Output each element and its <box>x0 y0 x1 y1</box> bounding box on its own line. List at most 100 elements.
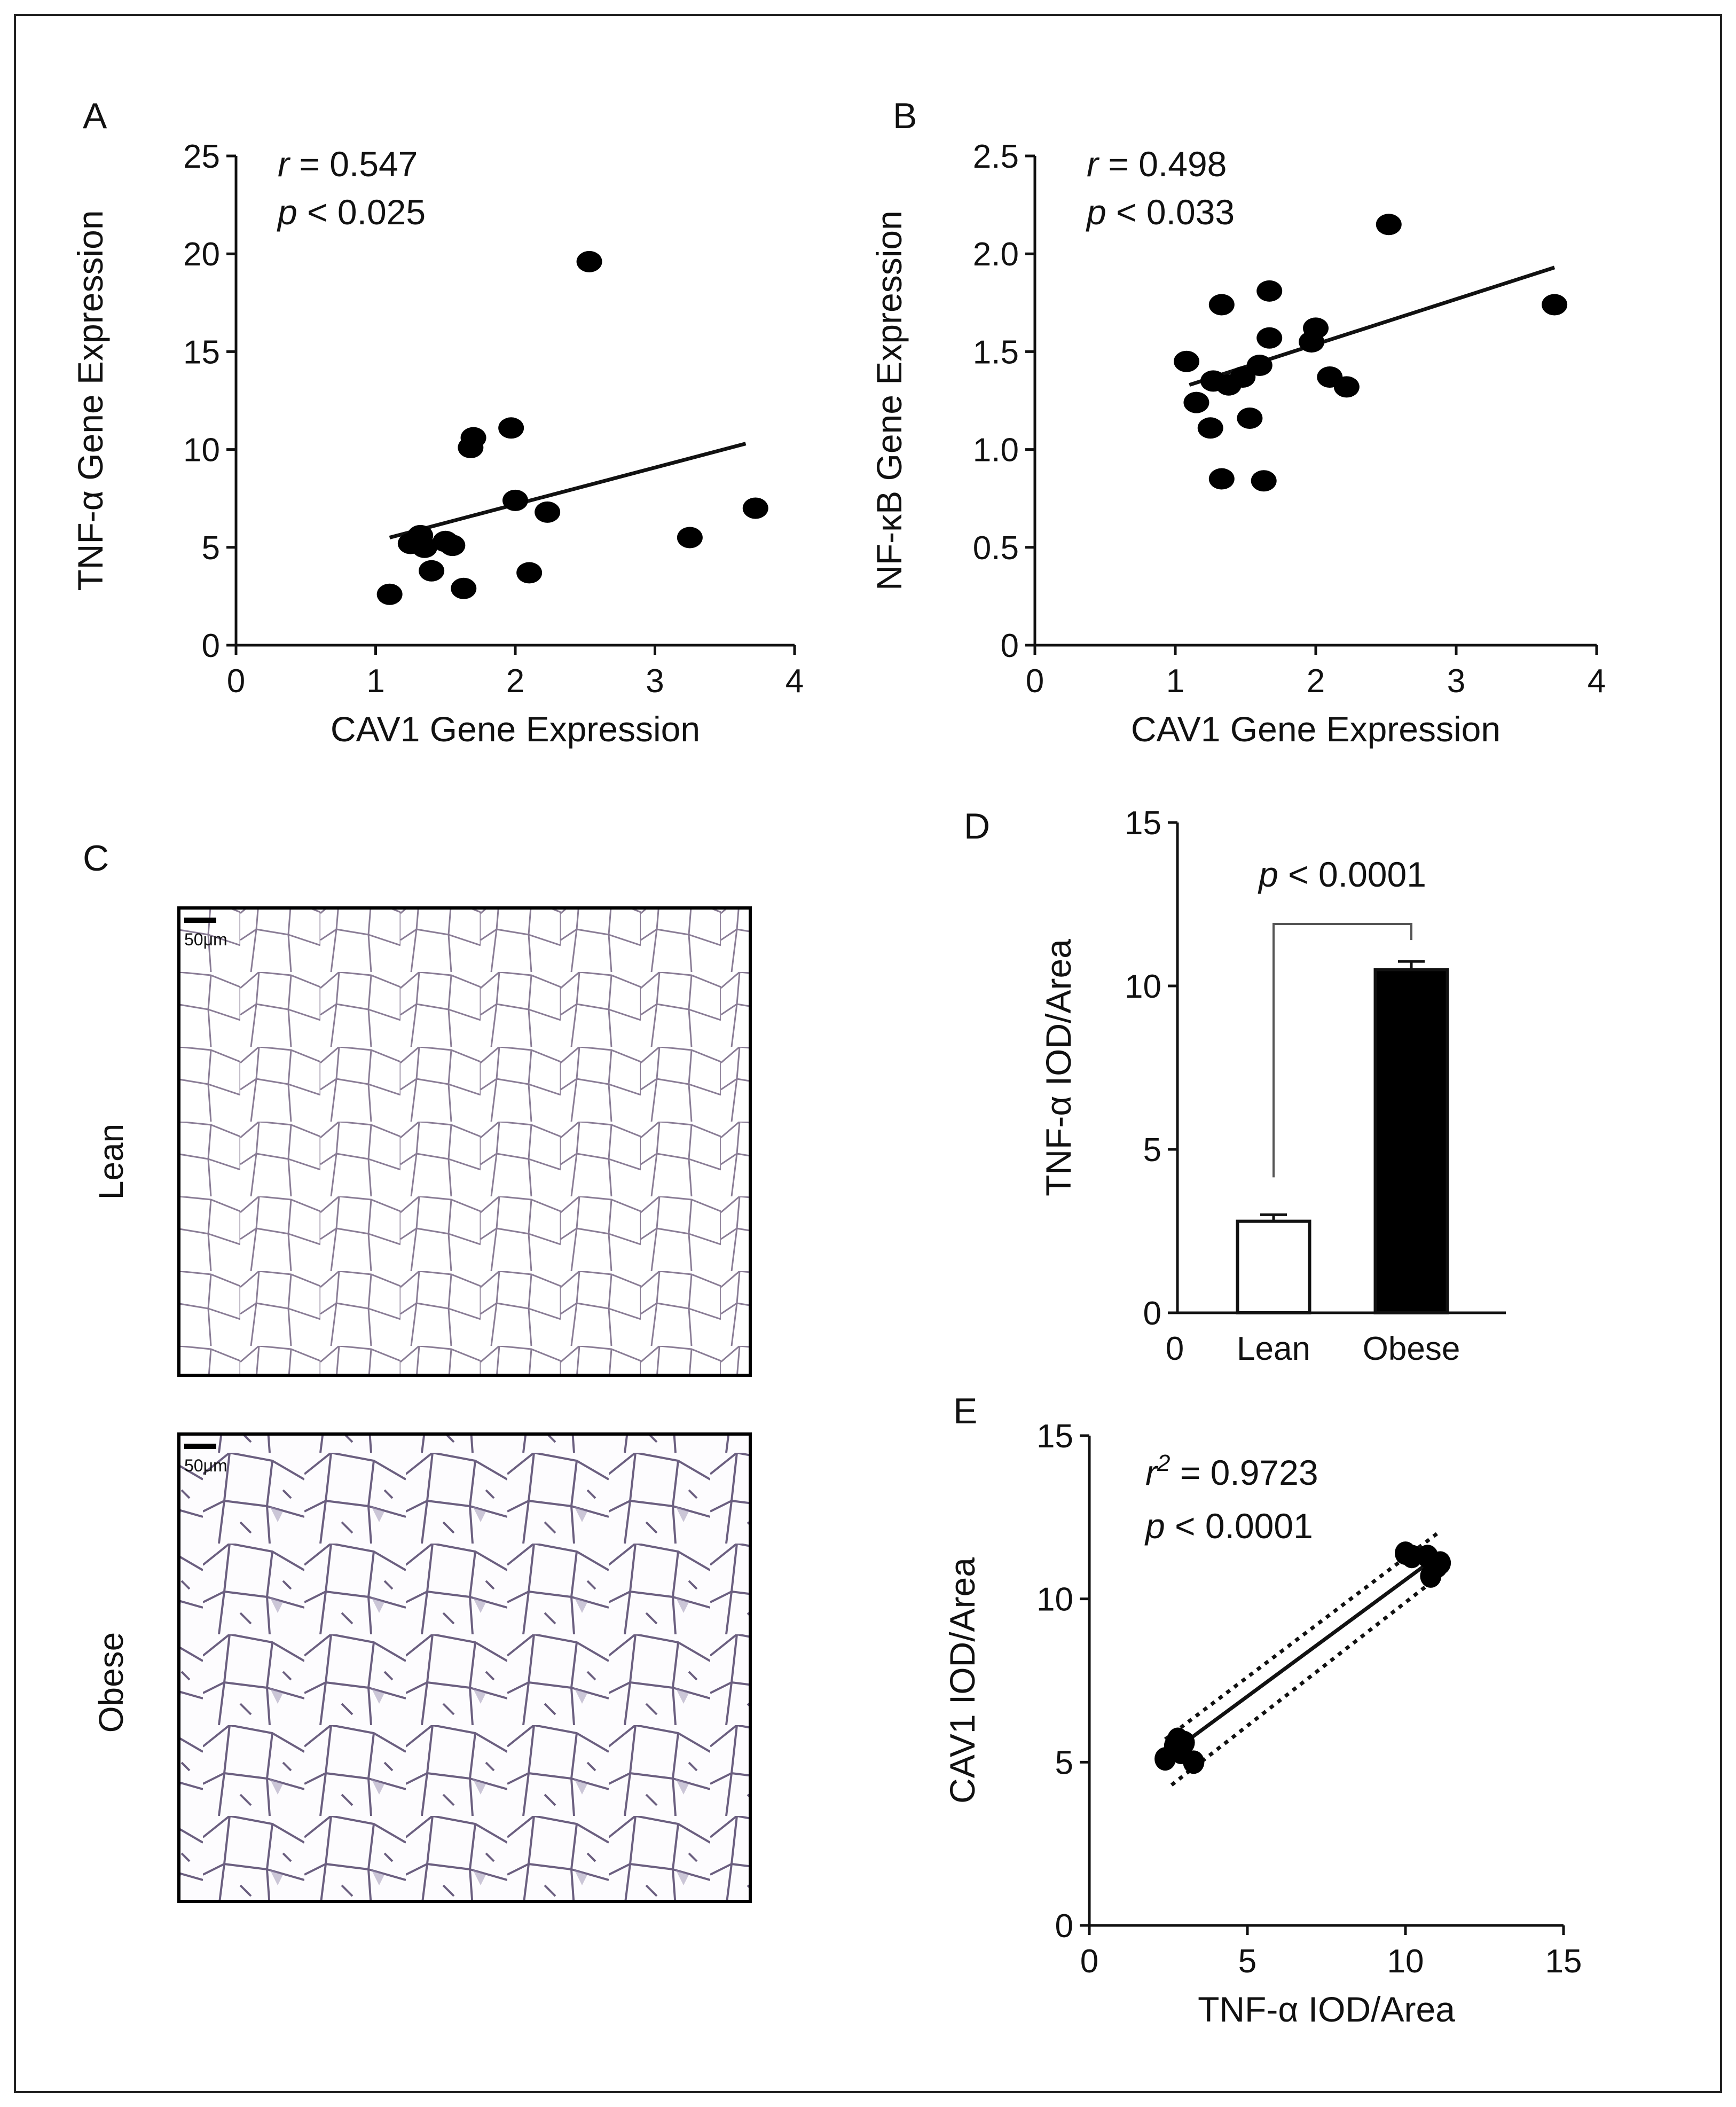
x-tick-label: Obese <box>1363 1330 1460 1367</box>
x-tick-label: 4 <box>1588 663 1606 700</box>
y-axis-title: TNF-α IOD/Area <box>1039 939 1078 1196</box>
y-tick-label: 20 <box>183 236 220 273</box>
x-axis-title: CAV1 Gene Expression <box>1131 709 1501 749</box>
y-tick-label: 10 <box>183 432 220 469</box>
data-point <box>1173 1730 1195 1754</box>
y-tick-label: 15 <box>1125 805 1161 842</box>
data-point <box>677 527 703 549</box>
row-label-obese: Obese <box>92 1632 130 1733</box>
x-tick-label: 15 <box>1545 1943 1582 1980</box>
data-point <box>1237 407 1263 429</box>
scale-bar-label-obese: 50μm <box>184 1456 227 1475</box>
data-point <box>1333 376 1360 398</box>
annotation-p: p < 0.033 <box>1086 192 1235 232</box>
data-point <box>419 560 445 582</box>
data-point <box>376 583 403 605</box>
significance-bracket <box>1272 923 1412 1178</box>
data-point <box>502 489 528 511</box>
y-tick-label: 5 <box>202 530 220 567</box>
data-point <box>1230 366 1256 388</box>
data-point <box>1542 294 1568 316</box>
y-tick-label: 0 <box>1055 1908 1073 1945</box>
x-axis-title: CAV1 Gene Expression <box>331 709 700 749</box>
x-tick-label: 0 <box>227 663 245 700</box>
y-tick-label: 15 <box>183 334 220 371</box>
y-tick-label: 5 <box>1055 1744 1073 1781</box>
significance-p-symbol: p <box>1258 855 1278 894</box>
data-point <box>1251 470 1277 492</box>
y-tick-label: 0.5 <box>973 530 1019 567</box>
y-axis-title: CAV1 IOD/Area <box>942 1557 982 1804</box>
data-point <box>1183 391 1209 413</box>
y-tick-label: 25 <box>183 138 220 175</box>
chart-e: 0 5 10 15 0 5 10 15 TNF-α IOD/Area CAV1 IOD/Area r… <box>942 1418 1582 2029</box>
chart-d: 0 5 10 15 0 TNF-α IOD/Area Lean Obese p < 0.0001 <box>1039 805 1506 1367</box>
y-tick-label: 15 <box>1036 1418 1073 1455</box>
data-point <box>412 536 438 558</box>
x-tick-label: 0 <box>1026 663 1044 700</box>
annotation-p: p < 0.025 <box>277 192 426 232</box>
panel-label-d: D <box>964 806 990 847</box>
regression-line <box>1170 1555 1439 1754</box>
scale-bar-obese <box>184 1444 216 1449</box>
data-point <box>576 250 602 272</box>
row-label-lean: Lean <box>92 1124 130 1200</box>
annotation-r: r2 = 0.9723 <box>1145 1450 1318 1492</box>
data-point <box>1376 214 1402 236</box>
x-tick-label: 1 <box>366 663 384 700</box>
data-point <box>1174 350 1200 372</box>
annotation-p-value: < 0.033 <box>1106 192 1235 232</box>
annotation-r-superscript: 2 <box>1157 1450 1170 1476</box>
x-tick-label: 4 <box>785 663 804 700</box>
annotation-p-value: < 0.025 <box>297 192 426 232</box>
data-point <box>1197 417 1223 439</box>
y-tick-label: 2.5 <box>973 138 1019 175</box>
annotation-p-value: < 0.0001 <box>1165 1506 1313 1546</box>
annotation-r-symbol: r <box>1087 144 1100 184</box>
micrograph-lean <box>177 906 752 1377</box>
significance-p-value: < 0.0001 <box>1278 855 1426 894</box>
annotation-p-symbol: p <box>277 192 297 232</box>
chart-a: 0 5 10 15 20 25 0 1 2 3 4 CAV1 Gene Expression TNF-α… <box>70 138 804 749</box>
x-tick-label: 3 <box>1447 663 1465 700</box>
annotation-p-symbol: p <box>1086 192 1106 232</box>
data-point <box>1246 355 1272 377</box>
data-point <box>1208 468 1235 490</box>
annotation-r-value: = 0.547 <box>289 144 418 184</box>
y-tick-label: 10 <box>1036 1581 1073 1618</box>
data-point <box>742 497 768 519</box>
data-point <box>516 562 543 584</box>
y-axis-title: TNF-α Gene Expression <box>70 210 110 591</box>
x-tick-label: 10 <box>1387 1943 1424 1980</box>
annotation-r: r = 0.547 <box>278 144 418 184</box>
annotation-r-value: = 0.498 <box>1098 144 1227 184</box>
panel-label-a: A <box>83 96 107 136</box>
x-tick-label: 3 <box>646 663 664 700</box>
y-axis-title: NF-κB Gene Expression <box>869 210 909 591</box>
x-axis-title: TNF-α IOD/Area <box>1198 1989 1455 2029</box>
data-point <box>439 535 466 557</box>
data-point <box>1256 280 1283 302</box>
y-tick-label: 5 <box>1143 1132 1161 1169</box>
data-point <box>451 577 477 599</box>
annotation-r-symbol: r <box>278 144 291 184</box>
annotation-r-value: = 0.9723 <box>1170 1453 1318 1492</box>
data-point <box>1429 1551 1451 1575</box>
y-tick-label: 1.0 <box>973 432 1019 469</box>
scale-bar-label-lean: 50μm <box>184 930 227 949</box>
y-tick-label: 0 <box>1143 1295 1161 1332</box>
y-tick-label: 10 <box>1125 968 1161 1005</box>
x-origin-label: 0 <box>1166 1330 1184 1367</box>
data-point <box>498 417 524 439</box>
data-point <box>1303 317 1329 339</box>
data-point <box>1183 1750 1205 1774</box>
micrograph-obese <box>177 1432 752 1903</box>
y-tick-label: 0 <box>202 628 220 664</box>
x-tick-label: 5 <box>1238 1943 1256 1980</box>
x-tick-label: 0 <box>1080 1943 1098 1980</box>
y-tick-label: 2.0 <box>973 236 1019 273</box>
bar-obese <box>1373 968 1449 1314</box>
data-point <box>535 501 561 523</box>
panel-label-c: C <box>83 838 109 879</box>
